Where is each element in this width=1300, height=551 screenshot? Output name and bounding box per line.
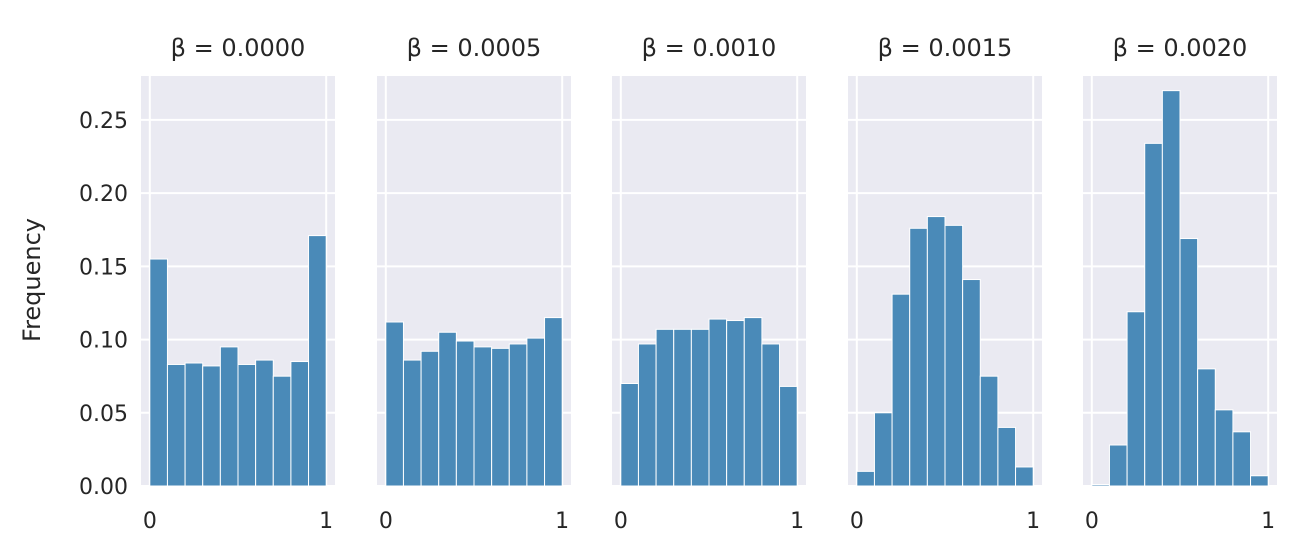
x-tick-label: 0 [614,509,628,534]
histogram-bar [1015,466,1034,487]
histogram-bar [473,346,493,487]
panel-title: β = 0.0015 [878,34,1013,62]
histogram-bar [202,365,221,487]
histogram-bar [997,426,1017,487]
histogram-bar [620,383,639,487]
histogram-bar [962,279,981,487]
histogram-bar [726,320,745,487]
histogram-bar [1179,238,1199,487]
y-tick-label: 0.10 [79,329,128,354]
histogram-bar [1091,484,1110,487]
histogram-bar [673,328,692,487]
panel-3: β = 0.0010 0 1 [612,34,806,534]
y-tick-label: 0.15 [79,255,128,280]
histogram-bar [290,361,310,487]
histogram-bar [402,359,422,487]
histogram-bar [1214,409,1234,487]
histogram-bar [856,470,875,487]
histogram-bar [979,375,999,487]
x-tick-label: 1 [1026,509,1040,534]
histogram-bar [149,258,168,487]
histogram-bar [508,343,528,487]
histogram-bar [184,362,204,487]
y-tick-label: 0.20 [79,182,128,207]
histogram-bar [219,346,239,487]
panel-title: β = 0.0005 [407,34,542,62]
histogram-bar [438,331,457,487]
panel-1: β = 0.0000 0 1 [141,34,335,534]
y-tick-label: 0.05 [79,402,128,427]
histogram-bar [272,375,292,487]
y-axis-label: Frequency [18,218,46,342]
histogram-bar [455,340,475,487]
x-tick-label: 0 [850,509,864,534]
histogram-bar [655,328,675,487]
y-axis: 0.00 0.05 0.10 0.15 0.20 0.25 [79,109,128,500]
histogram-bar [544,317,563,487]
histogram-bar [1250,475,1269,487]
histogram-bar [166,363,186,487]
histogram-bar [690,328,710,487]
histogram-bar [1144,142,1163,487]
panel-4: β = 0.0015 0 1 [848,34,1042,534]
histogram-bar [891,293,911,487]
panel-title: β = 0.0000 [171,34,306,62]
x-tick-label: 1 [319,509,333,534]
histogram-bar [779,385,798,487]
histogram-bar [237,363,257,487]
panel-title: β = 0.0020 [1113,34,1248,62]
histogram-bar [526,337,546,487]
panel-2: β = 0.0005 0 1 [377,34,571,534]
histogram-bar [420,350,440,487]
histogram-bar [873,412,893,487]
histogram-bar [491,347,510,487]
histogram-bar [944,224,964,487]
histogram-bar [1197,368,1216,487]
histogram-bar [1232,431,1252,487]
histogram-bar [637,343,657,487]
x-tick-label: 1 [790,509,804,534]
x-tick-label: 0 [379,509,393,534]
histogram-bar [308,235,327,487]
y-tick-label: 0.25 [79,109,128,134]
histogram-bar [926,216,946,487]
panel-title: β = 0.0010 [642,34,777,62]
histogram-bar [909,227,928,487]
x-tick-label: 0 [143,509,157,534]
histogram-bar [761,343,781,487]
histogram-bar [1126,311,1146,487]
histogram-bar [708,318,728,487]
histogram-bar [255,359,274,487]
y-tick-label: 0.00 [79,475,128,500]
x-tick-label: 1 [1261,509,1275,534]
histogram-bar [385,321,404,487]
histogram-bar [743,317,763,487]
x-tick-label: 0 [1085,509,1099,534]
x-tick-label: 1 [555,509,569,534]
panel-5: β = 0.0020 0 1 [1083,34,1277,534]
histogram-bar [1161,90,1181,487]
histogram-bar [1108,444,1128,487]
